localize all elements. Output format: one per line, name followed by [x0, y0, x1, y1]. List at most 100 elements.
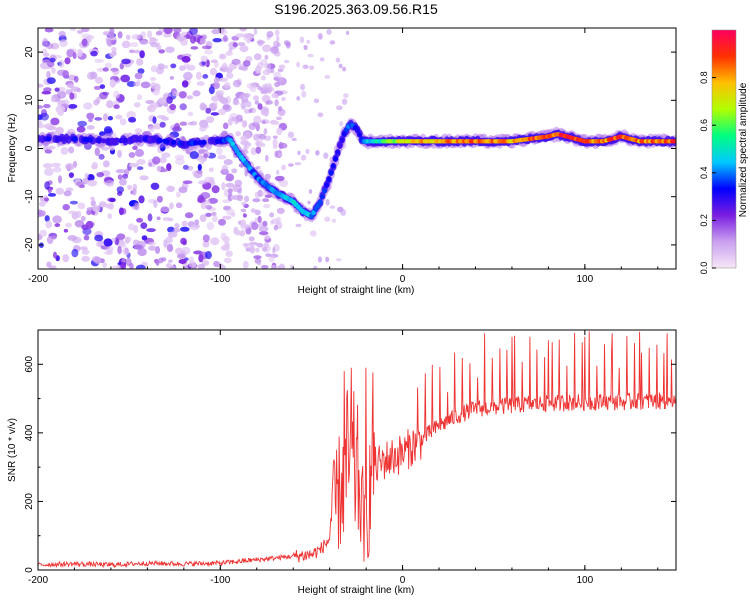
heatmap-noise-cell	[223, 82, 231, 89]
heatmap-noise-cell	[64, 57, 71, 65]
heatmap-noise-cell	[136, 58, 144, 66]
heatmap-noise-cell	[81, 249, 90, 255]
heatmap-noise-cell	[187, 121, 194, 126]
heatmap-ridge-core	[57, 136, 63, 142]
heatmap-noise-cell	[152, 156, 161, 165]
heatmap-noise-cell	[212, 38, 222, 43]
heatmap-noise-cell	[161, 116, 170, 121]
heatmap-noise-cell	[307, 200, 311, 205]
heatmap-noise-cell	[168, 259, 173, 264]
heatmap-ridge-core	[112, 138, 117, 144]
heatmap-noise-cell	[213, 100, 218, 109]
heatmap-ridge-core	[330, 163, 336, 169]
heatmap-noise-cell	[250, 222, 259, 231]
heatmap-noise-cell	[274, 150, 279, 158]
heatmap-noise-cell	[255, 146, 262, 154]
heatmap-noise-cell	[319, 57, 325, 62]
heatmap-noise-cell	[253, 53, 262, 61]
figure-title: S196.2025.363.09.56.R15	[274, 1, 438, 17]
heatmap-noise-cell	[264, 63, 272, 70]
heatmap-noise-cell	[90, 196, 95, 201]
heatmap-noise-cell	[38, 83, 44, 88]
heatmap-noise-cell	[183, 71, 193, 81]
heatmap-ridge-core	[672, 139, 676, 144]
heatmap-noise-cell	[313, 265, 318, 269]
heatmap-noise-cell	[117, 246, 122, 255]
heatmap-noise-cell	[208, 197, 218, 204]
heatmap-ridge-core	[335, 149, 341, 155]
heatmap-noise-cell	[56, 69, 67, 76]
heatmap-noise-cell	[88, 118, 93, 123]
heatmap-noise-cell	[227, 188, 233, 194]
heatmap-noise-cell	[276, 207, 285, 214]
heatmap-noise-cell	[45, 220, 53, 229]
heatmap-noise-cell	[324, 74, 331, 79]
heatmap-noise-cell	[205, 59, 210, 68]
heatmap-noise-cell	[177, 253, 186, 259]
heatmap-noise-cell	[268, 83, 273, 89]
heatmap-noise-cell	[105, 180, 115, 187]
heatmap-noise-cell	[278, 106, 283, 112]
heatmap-noise-cell	[217, 89, 225, 96]
heatmap-noise-cell	[277, 149, 283, 155]
heatmap-noise-cell	[162, 33, 172, 38]
heatmap-noise-cell	[126, 81, 136, 87]
heatmap-noise-cell	[201, 103, 208, 110]
heatmap-noise-cell	[153, 199, 158, 209]
heatmap-noise-cell	[210, 95, 220, 102]
heatmap-noise-cell	[199, 37, 207, 45]
heatmap-noise-cell	[98, 153, 105, 160]
heatmap-noise-cell	[46, 77, 56, 84]
snr-x-axis-label: Height of straight line (km)	[298, 585, 415, 596]
heatmap-noise-cell	[278, 141, 284, 150]
heatmap-noise-cell	[324, 216, 331, 222]
heatmap-noise-cell	[223, 35, 228, 42]
heatmap-noise-cell	[178, 259, 187, 264]
heatmap-noise-cell	[66, 83, 75, 89]
heatmap-noise-cell	[239, 28, 247, 32]
heatmap-noise-cell	[67, 235, 78, 241]
heatmap-noise-cell	[64, 222, 73, 228]
heatmap-noise-cell	[244, 195, 250, 203]
heatmap-noise-cell	[212, 211, 217, 217]
heatmap-noise-cell	[331, 218, 337, 223]
heatmap-noise-cell	[202, 240, 210, 248]
heatmap-noise-cell	[110, 67, 119, 72]
heatmap-noise-cell	[265, 154, 269, 162]
heatmap-noise-cell	[60, 146, 69, 155]
heatmap-noise-cell	[259, 231, 269, 236]
heatmap-noise-cell	[182, 240, 187, 246]
heatmap-noise-cell	[303, 44, 308, 51]
heatmap-noise-cell	[278, 76, 283, 82]
heatmap-noise-cell	[62, 254, 70, 263]
heatmap-noise-cell	[102, 91, 110, 96]
heatmap-noise-cell	[219, 264, 226, 269]
heatmap-noise-cell	[152, 116, 157, 124]
heatmap-noise-cell	[169, 75, 175, 80]
heatmap-noise-cell	[281, 96, 286, 102]
heatmap-noise-cell	[58, 30, 66, 38]
heatmap-noise-cell	[77, 202, 86, 210]
heatmap-noise-cell	[264, 54, 269, 60]
heatmap-noise-cell	[269, 212, 275, 218]
heatmap-noise-cell	[174, 223, 180, 229]
heatmap-noise-cell	[243, 120, 248, 127]
heatmap-noise-cell	[256, 261, 262, 266]
heatmap-noise-cell	[47, 193, 57, 197]
heatmap-noise-cell	[169, 202, 174, 210]
heatmap-noise-cell	[274, 175, 285, 182]
heatmap-ridge-core	[317, 199, 323, 205]
heatmap-noise-cell	[39, 229, 47, 237]
heatmap-noise-cell	[65, 163, 75, 171]
heatmap-noise-cell	[225, 182, 235, 188]
heatmap-noise-cell	[52, 215, 62, 224]
heatmap-noise-cell	[95, 241, 102, 248]
heatmap-noise-cell	[117, 174, 123, 180]
heatmap-noise-cell	[94, 234, 104, 242]
snr-frame	[37, 329, 677, 571]
heatmap-noise-cell	[317, 256, 322, 263]
heatmap-noise-cell	[179, 121, 188, 126]
heatmap-noise-cell	[272, 138, 278, 147]
heatmap-noise-cell	[237, 42, 246, 47]
